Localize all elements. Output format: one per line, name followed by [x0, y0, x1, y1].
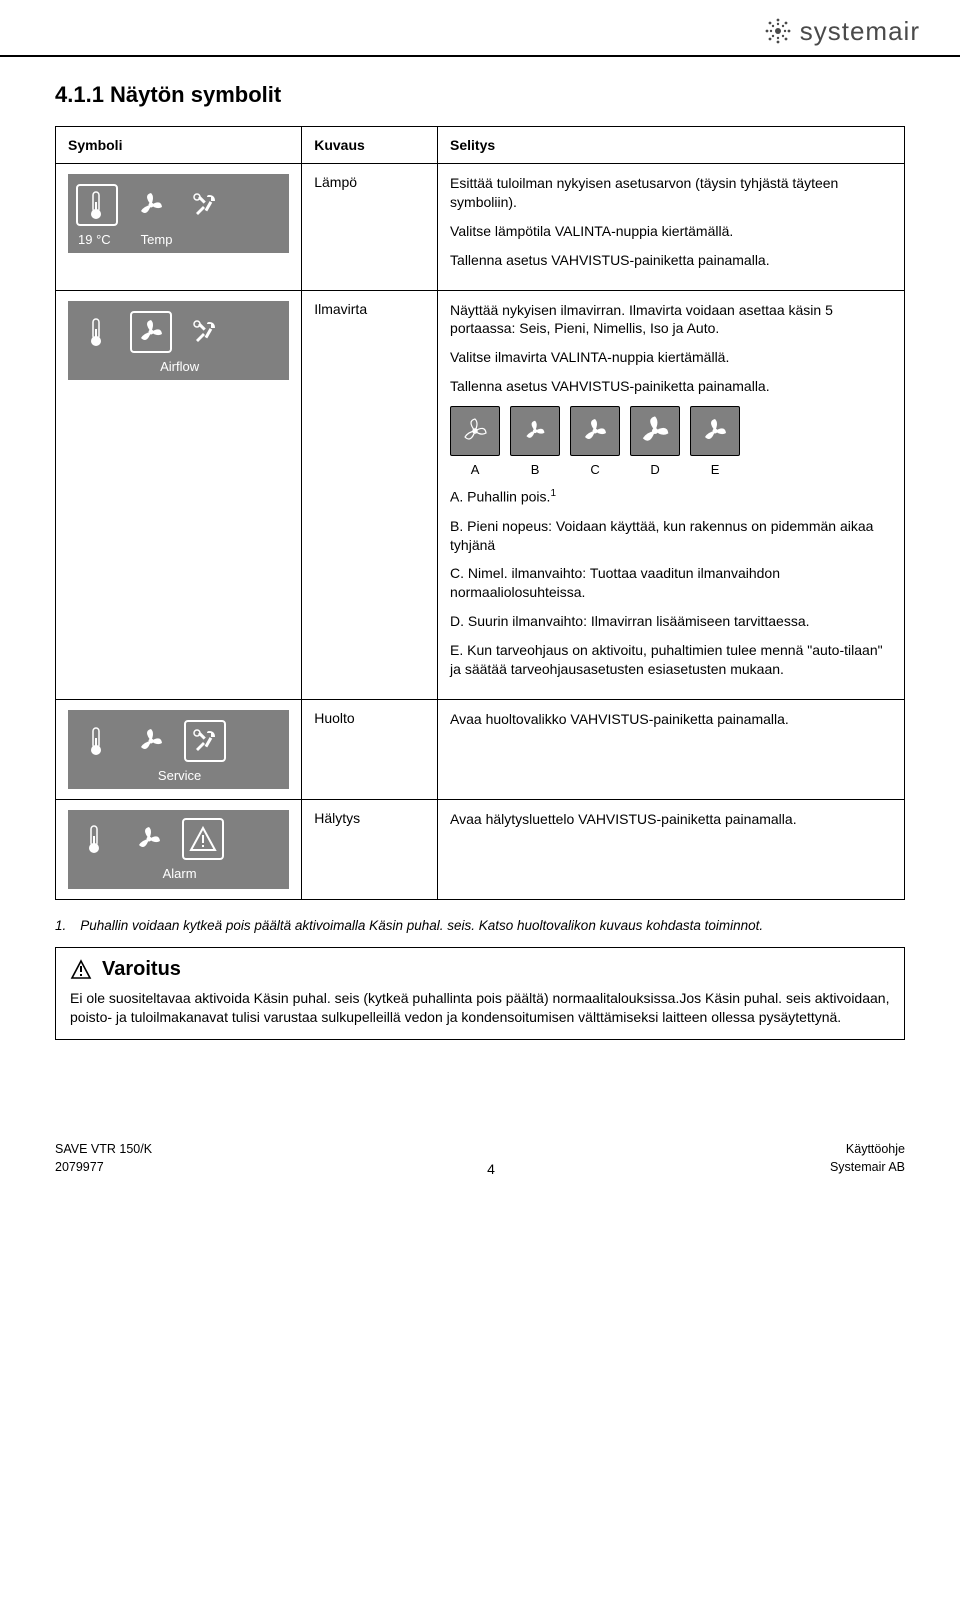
warning-body: Ei ole suositeltavaa aktivoida Käsin puh…: [70, 989, 890, 1027]
thermometer-icon: [76, 311, 118, 353]
tools-icon: [184, 720, 226, 762]
fan-auto-icon: [690, 406, 740, 456]
fan-low-icon: [510, 406, 560, 456]
fan-speed-icons: [450, 406, 892, 456]
col-symboli: Symboli: [56, 127, 302, 164]
table-row: Airflow Ilmavirta Näyttää nykyisen ilmav…: [56, 290, 905, 699]
service-label: Service: [158, 768, 201, 783]
fan-nominal-icon: [570, 406, 620, 456]
thermometer-icon: [74, 818, 116, 860]
kuvaus-cell: Hälytys: [302, 799, 438, 899]
fan-item-d: D. Suurin ilmanvaihto: Ilmavirran lisääm…: [450, 612, 892, 631]
airflow-label: Airflow: [160, 359, 199, 374]
col-selitys: Selitys: [438, 127, 905, 164]
fan-item-e: E. Kun tarveohjaus on aktivoitu, puhalti…: [450, 641, 892, 679]
brand-logo: systemair: [762, 15, 920, 47]
temp-label: Temp: [141, 232, 173, 247]
symbol-airflow: Airflow: [68, 301, 289, 380]
footer-docnum: 2079977: [55, 1158, 152, 1177]
tools-icon: [184, 311, 226, 353]
fan-icon: [130, 184, 172, 226]
table-row: Service Huolto Avaa huoltovalikko VAHVIS…: [56, 699, 905, 799]
fan-icon: [128, 818, 170, 860]
kuvaus-cell: Lämpö: [302, 164, 438, 291]
thermometer-icon: [76, 184, 118, 226]
tools-icon: [184, 184, 226, 226]
warning-icon: [70, 959, 92, 979]
selitys-cell: Avaa hälytysluettelo VAHVISTUS-painikett…: [438, 799, 905, 899]
logo-icon: [762, 15, 794, 47]
kuvaus-cell: Huolto: [302, 699, 438, 799]
selitys-cell: Näyttää nykyisen ilmavirran. Ilmavirta v…: [438, 290, 905, 699]
page-header: systemair: [0, 0, 960, 57]
alarm-label: Alarm: [163, 866, 197, 881]
kuvaus-cell: Ilmavirta: [302, 290, 438, 699]
fan-item-a: A. Puhallin pois.1: [450, 487, 892, 507]
fan-icon: [130, 720, 172, 762]
fan-high-icon: [630, 406, 680, 456]
table-row: 19 °C Temp Lämpö Esittää tuloilman nykyi…: [56, 164, 905, 291]
selitys-cell: Esittää tuloilman nykyisen asetusarvon (…: [438, 164, 905, 291]
footnote: 1. Puhallin voidaan kytkeä pois päältä a…: [55, 918, 905, 933]
fan-item-c: C. Nimel. ilmanvaihto: Tuottaa vaaditun …: [450, 564, 892, 602]
section-title: 4.1.1 Näytön symbolit: [55, 82, 905, 108]
warning-box: Varoitus Ei ole suositeltavaa aktivoida …: [55, 947, 905, 1040]
fan-off-icon: [450, 406, 500, 456]
brand-name: systemair: [800, 16, 920, 47]
footer-company: Systemair AB: [830, 1158, 905, 1177]
symbol-temp: 19 °C Temp: [68, 174, 289, 253]
fan-item-b: B. Pieni nopeus: Voidaan käyttää, kun ra…: [450, 517, 892, 555]
footnote-text: Puhallin voidaan kytkeä pois päältä akti…: [80, 918, 763, 933]
footer-model: SAVE VTR 150/K: [55, 1140, 152, 1159]
selitys-cell: Avaa huoltovalikko VAHVISTUS-painiketta …: [438, 699, 905, 799]
col-kuvaus: Kuvaus: [302, 127, 438, 164]
warning-title-row: Varoitus: [70, 958, 890, 981]
fan-icon: [130, 311, 172, 353]
warning-title: Varoitus: [102, 958, 181, 981]
page-number: 4: [487, 1161, 495, 1177]
symbols-table: Symboli Kuvaus Selitys 19 °C: [55, 126, 905, 900]
symbol-service: Service: [68, 710, 289, 789]
symbol-alarm: Alarm: [68, 810, 289, 889]
fan-speed-labels: A B C D E: [450, 462, 892, 477]
warning-icon: [182, 818, 224, 860]
table-header-row: Symboli Kuvaus Selitys: [56, 127, 905, 164]
page-content: 4.1.1 Näytön symbolit Symboli Kuvaus Sel…: [0, 57, 960, 1040]
footnote-number: 1.: [55, 918, 66, 933]
temp-value: 19 °C: [78, 232, 111, 247]
thermometer-icon: [76, 720, 118, 762]
footer-doctype: Käyttöohje: [830, 1140, 905, 1159]
table-row: Alarm Hälytys Avaa hälytysluettelo VAHVI…: [56, 799, 905, 899]
page-footer: SAVE VTR 150/K 2079977 4 Käyttöohje Syst…: [0, 1140, 960, 1178]
